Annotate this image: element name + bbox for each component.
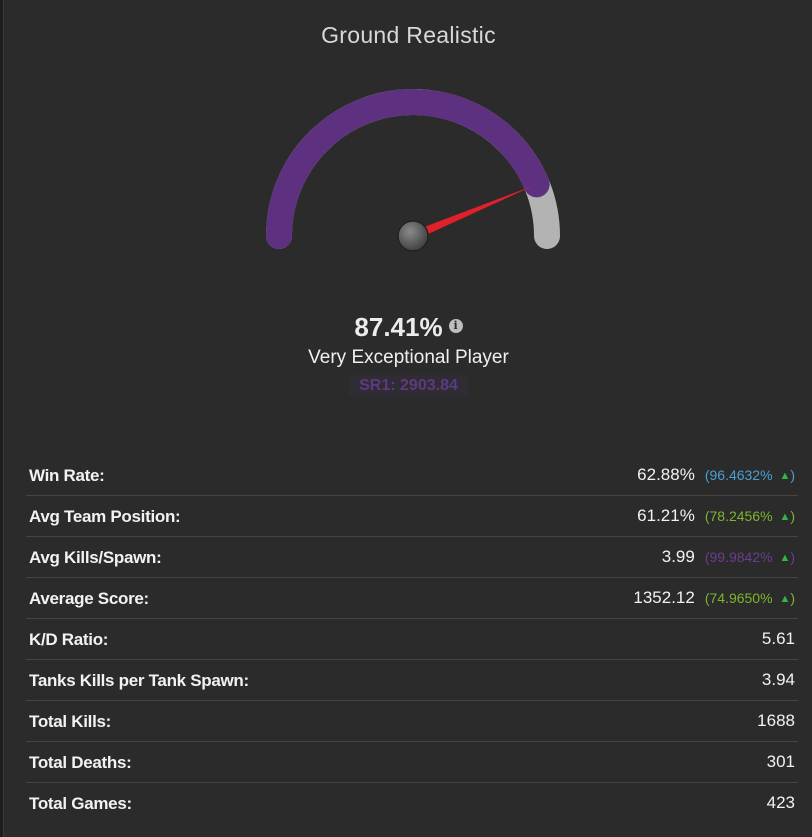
stat-row: Total Deaths: 301 [26, 742, 798, 783]
stat-percentile-value: (74.9650% [704, 590, 777, 606]
stat-percentile-value: (99.9842% [704, 549, 777, 565]
stat-row: Win Rate: 62.88% (96.4632% ▲) [26, 455, 798, 496]
stat-row: Avg Kills/Spawn: 3.99 (99.9842% ▲) [26, 537, 798, 578]
info-icon[interactable]: i [448, 319, 463, 334]
stat-value: 301 [766, 752, 795, 771]
stat-row: Total Games: 423 [26, 783, 798, 823]
stat-label: Tanks Kills per Tank Spawn: [29, 671, 249, 690]
stat-label: Total Kills: [29, 712, 112, 731]
stat-percentile: (99.9842% ▲) [705, 549, 795, 565]
stat-value-group: 5.61 [762, 629, 795, 649]
stat-value: 3.99 [661, 547, 695, 566]
gauge-needle [411, 185, 535, 241]
stat-value-group: 3.99 (99.9842% ▲) [662, 547, 795, 567]
rank-label: Very Exceptional Player [308, 347, 509, 368]
sr-badge: SR1: 2903.84 [349, 375, 468, 397]
stat-label: Total Games: [29, 794, 132, 813]
up-arrow-icon: ▲) [779, 467, 795, 483]
stat-row: Average Score: 1352.12 (74.9650% ▲) [26, 578, 798, 619]
gauge-fill [266, 89, 550, 249]
stat-percentile-value: (96.4632% [704, 467, 777, 483]
stat-value: 1688 [757, 711, 795, 730]
stat-value: 62.88% [637, 465, 695, 484]
stat-percentile: (96.4632% ▲) [705, 467, 795, 483]
up-arrow-icon: ▲) [779, 590, 795, 606]
stats-card: Ground Realistic 87.41% i Very Exceptiona… [3, 0, 812, 837]
stat-value: 423 [766, 793, 795, 812]
stat-label: Win Rate: [29, 466, 105, 485]
stat-value: 1352.12 [633, 588, 695, 607]
card-title: Ground Realistic [321, 22, 496, 48]
stat-percentile-value: (78.2456% [704, 508, 777, 524]
stat-value-group: 62.88% (96.4632% ▲) [637, 465, 795, 485]
stat-value: 3.94 [761, 670, 795, 689]
gauge-hub [397, 220, 429, 252]
stat-label: Total Deaths: [29, 753, 132, 772]
stat-label: Avg Kills/Spawn: [29, 548, 162, 567]
stat-percentile: (74.9650% ▲) [705, 590, 795, 606]
rating-percent: 87.41% [354, 312, 443, 342]
stat-value-group: 301 [767, 752, 795, 772]
stat-row: Avg Team Position: 61.21% (78.2456% ▲) [26, 496, 798, 537]
stat-value: 61.21% [637, 506, 695, 525]
up-arrow-icon: ▲) [779, 508, 795, 524]
stat-value-group: 3.94 [762, 670, 795, 690]
stat-label: Average Score: [29, 589, 149, 608]
stat-row: Tanks Kills per Tank Spawn: 3.94 [26, 660, 798, 701]
stat-percentile: (78.2456% ▲) [705, 508, 795, 524]
stat-row: Total Kills: 1688 [26, 701, 798, 742]
stat-value: 5.61 [761, 629, 795, 648]
stats-table: Win Rate: 62.88% (96.4632% ▲) Avg Team Posi… [26, 455, 798, 823]
rating-percent-row: 87.41% i [4, 312, 812, 343]
stat-label: K/D Ratio: [29, 630, 109, 649]
stat-label: Avg Team Position: [29, 507, 181, 526]
rating-gauge [266, 89, 560, 252]
stat-value-group: 61.21% (78.2456% ▲) [637, 506, 795, 526]
stat-value-group: 423 [767, 793, 795, 813]
gauge-track [266, 89, 560, 249]
stat-value-group: 1688 [757, 711, 795, 731]
stat-row: K/D Ratio: 5.61 [26, 619, 798, 660]
stat-value-group: 1352.12 (74.9650% ▲) [633, 588, 795, 608]
sr-badge-wrap: SR1: 2903.84 [4, 375, 812, 397]
up-arrow-icon: ▲) [779, 549, 795, 565]
